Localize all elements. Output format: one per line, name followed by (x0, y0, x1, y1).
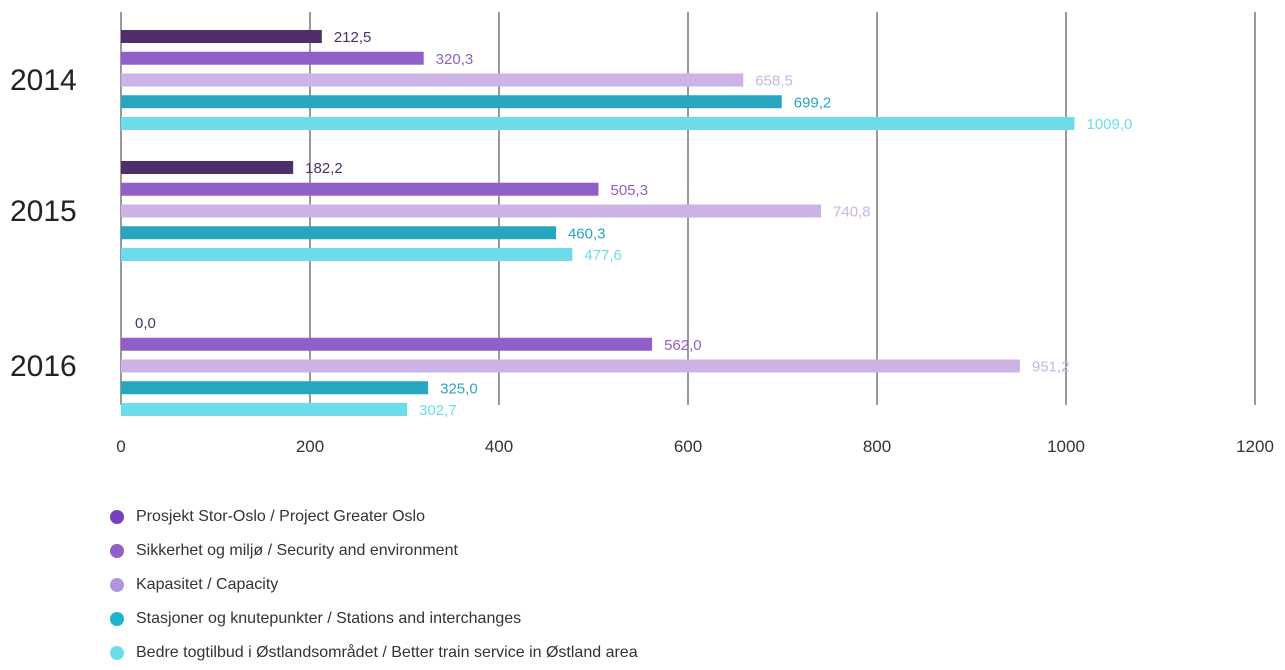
data-label-2016-series-1: 0,0 (135, 315, 156, 332)
data-label-2015-series-5: 477,6 (584, 247, 622, 264)
legend-label: Prosjekt Stor-Oslo / Project Greater Osl… (136, 508, 425, 525)
data-label-2014-series-2: 320,3 (436, 51, 474, 68)
x-tick-label: 200 (296, 437, 324, 456)
legend-dot-icon (110, 544, 124, 558)
bar-2016-series-4 (121, 381, 429, 395)
bar-2014-series-5 (121, 117, 1075, 130)
legend-item: Kapasitet / Capacity (110, 568, 638, 602)
legend-dot-icon (110, 510, 124, 524)
category-label-2016: 2016 (10, 350, 77, 383)
x-tick-label: 800 (863, 437, 891, 456)
bars (121, 30, 1075, 416)
legend-label: Bedre togtilbud i Østlandsområdet / Bett… (136, 644, 638, 661)
data-label-2014-series-3: 658,5 (755, 73, 793, 90)
legend-dot-icon (110, 578, 124, 592)
legend-item: Prosjekt Stor-Oslo / Project Greater Osl… (110, 500, 638, 534)
legend: Prosjekt Stor-Oslo / Project Greater Osl… (110, 500, 638, 670)
data-label-2015-series-1: 182,2 (305, 160, 343, 177)
bar-2014-series-1 (121, 30, 322, 43)
bar-2016-series-3 (121, 359, 1020, 373)
bar-2014-series-3 (121, 73, 744, 87)
legend-dot-icon (110, 646, 124, 660)
bar-2014-series-2 (121, 51, 424, 65)
data-label-2016-series-5: 302,7 (419, 402, 457, 419)
data-label-2014-series-5: 1009,0 (1087, 116, 1133, 133)
x-tick-labels: 0 200 400 600 800 1000 1200 (116, 437, 1274, 456)
category-label-2014: 2014 (10, 64, 77, 97)
data-label-2015-series-4: 460,3 (568, 225, 606, 242)
legend-label: Sikkerhet og miljø / Security and enviro… (136, 542, 458, 559)
legend-item: Bedre togtilbud i Østlandsområdet / Bett… (110, 636, 638, 670)
bar-2016-series-2 (121, 337, 653, 351)
bar-2015-series-2 (121, 182, 599, 196)
bar-2015-series-1 (121, 161, 294, 174)
bar-2015-series-4 (121, 226, 556, 240)
data-label-2016-series-2: 562,0 (664, 337, 702, 354)
data-label-2015-series-3: 740,8 (833, 204, 871, 221)
x-tick-label: 1000 (1047, 437, 1085, 456)
legend-item: Stasjoner og knutepunkter / Stations and… (110, 602, 638, 636)
data-label-2014-series-4: 699,2 (794, 94, 832, 111)
category-label-2015: 2015 (10, 195, 77, 228)
data-label-2015-series-2: 505,3 (611, 182, 649, 199)
legend-dot-icon (110, 612, 124, 626)
data-label-2016-series-3: 951,2 (1032, 359, 1070, 376)
bar-2015-series-5 (121, 248, 573, 261)
x-tick-label: 0 (116, 437, 125, 456)
category-labels: 2014 2015 2016 (10, 64, 77, 383)
data-label-2014-series-1: 212,5 (334, 29, 372, 46)
x-tick-label: 600 (674, 437, 702, 456)
data-label-2016-series-4: 325,0 (440, 380, 478, 397)
bar-2016-series-5 (121, 403, 408, 416)
bar-2014-series-4 (121, 95, 782, 109)
x-tick-label: 1200 (1236, 437, 1274, 456)
legend-label: Kapasitet / Capacity (136, 576, 279, 593)
legend-label: Stasjoner og knutepunkter / Stations and… (136, 610, 522, 627)
x-tick-label: 400 (485, 437, 513, 456)
legend-item: Sikkerhet og miljø / Security and enviro… (110, 534, 638, 568)
bar-2015-series-3 (121, 204, 822, 218)
